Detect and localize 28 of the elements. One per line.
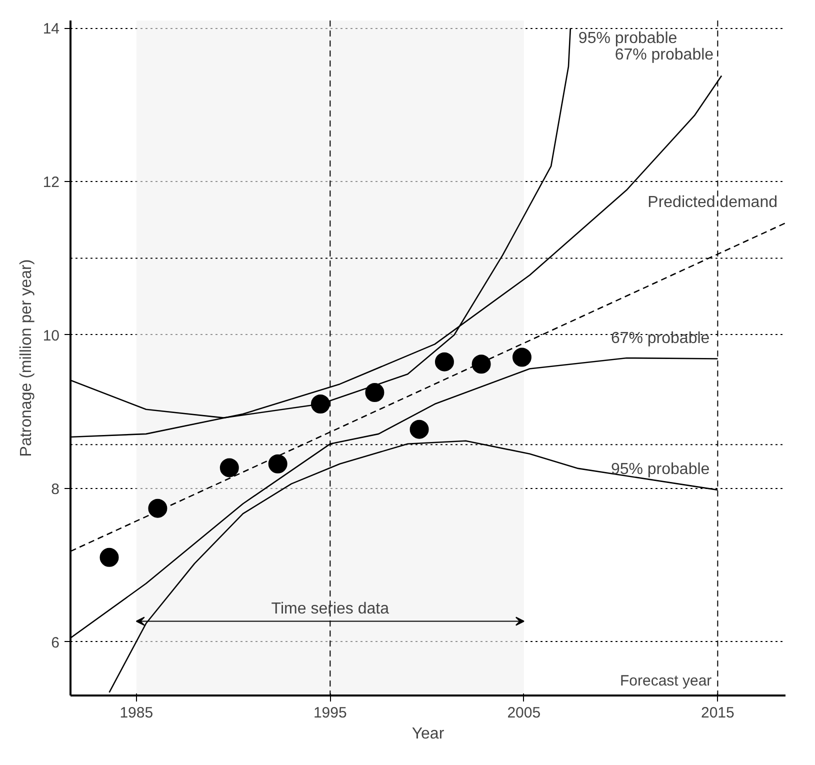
point (410, 420, 429, 439)
band-label: Time series data (271, 600, 390, 618)
point (472, 354, 491, 374)
ref-line-label: Forecast year (620, 672, 712, 690)
series-label: Predicted demand (648, 194, 778, 211)
y-tick-label: 10 (42, 327, 60, 344)
x-tick-label: 1985 (120, 704, 154, 722)
series-label: 67% probable (610, 330, 710, 347)
point (434, 352, 454, 372)
series-label: 67% probable (614, 46, 714, 64)
series-label: 95% probable (610, 460, 710, 478)
point (310, 394, 330, 414)
point (220, 458, 239, 478)
point (148, 498, 168, 518)
y-tick-label: 14 (42, 20, 60, 38)
point (268, 454, 288, 474)
y-tick-label: 8 (51, 480, 60, 498)
x-tick-label: 1995 (313, 704, 347, 722)
x-tick-label: 2005 (507, 704, 541, 722)
point (512, 348, 532, 367)
x-axis-title: Year (412, 726, 445, 742)
series-label: 95% probable (578, 30, 678, 48)
point (100, 548, 119, 567)
y-tick-label: 12 (42, 174, 60, 192)
x-tick-label: 2015 (700, 704, 734, 722)
y-axis-title: Patronage (million per year) (18, 259, 35, 457)
y-tick-label: 6 (51, 634, 60, 652)
point (365, 383, 384, 402)
